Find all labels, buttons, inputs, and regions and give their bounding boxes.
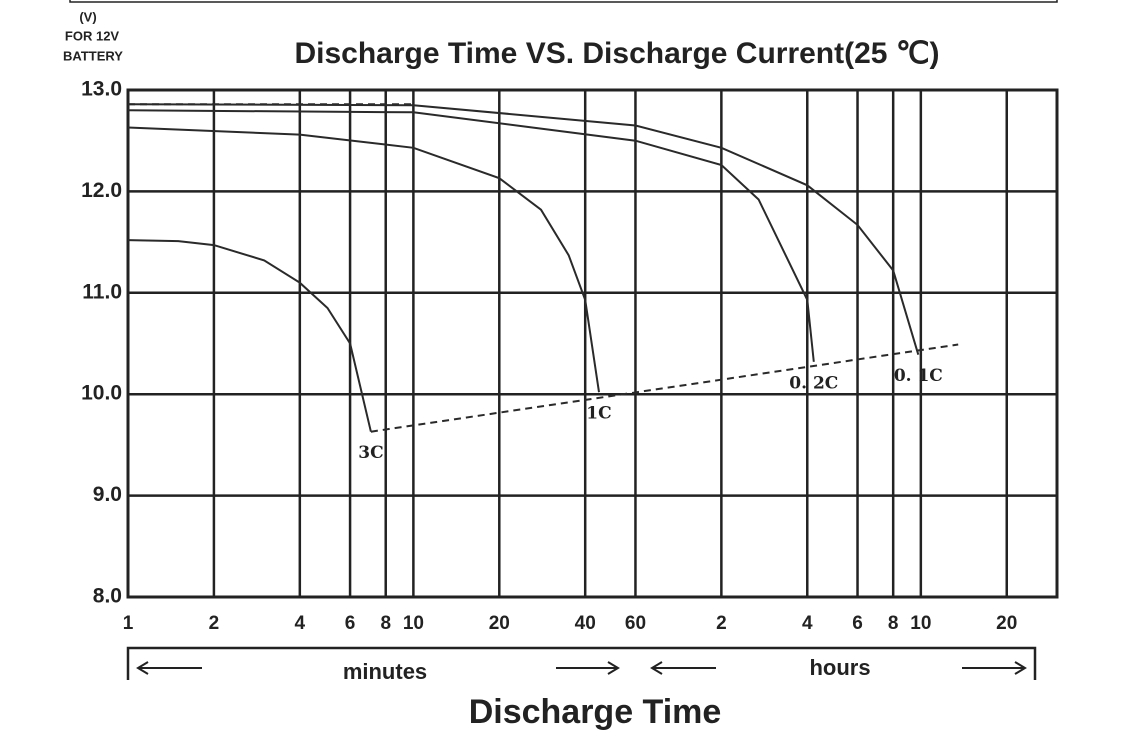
x-tick-label: 1 bbox=[123, 613, 134, 634]
y-tick-label: 8.0 bbox=[93, 585, 122, 608]
curve-label: 3C bbox=[358, 443, 383, 463]
y-tick-label: 12.0 bbox=[81, 179, 122, 202]
x-tick-label: 4 bbox=[802, 613, 813, 634]
y-label: FOR 12V bbox=[65, 28, 120, 43]
curve bbox=[127, 103, 920, 355]
x-tick-label: 60 bbox=[625, 613, 646, 634]
curve-label: 1C bbox=[586, 404, 611, 424]
x-tick-label: 6 bbox=[852, 613, 863, 634]
x-tick-label: 40 bbox=[575, 613, 596, 634]
x-tick-label: 2 bbox=[209, 613, 220, 634]
x-tick-label: 2 bbox=[716, 613, 727, 634]
x-axis-title: Discharge Time bbox=[469, 693, 722, 731]
dashed-line bbox=[370, 343, 959, 433]
arrows bbox=[136, 661, 1027, 675]
curve bbox=[127, 126, 600, 393]
y-tick-label: 10.0 bbox=[81, 382, 122, 405]
curve bbox=[127, 239, 372, 432]
x-unit: minutes bbox=[343, 659, 427, 684]
plot-border bbox=[126, 88, 1059, 599]
x-tick-label: 8 bbox=[888, 613, 899, 634]
x-tick-label: 10 bbox=[403, 613, 424, 634]
y-tick-label: 11.0 bbox=[82, 280, 122, 303]
x-tick-label: 20 bbox=[489, 613, 510, 634]
bracket bbox=[126, 646, 1037, 680]
x-tick-label: 6 bbox=[345, 613, 356, 634]
y-tick-label: 13.0 bbox=[81, 78, 122, 101]
curve bbox=[127, 109, 815, 362]
frame-edge bbox=[69, 0, 1058, 3]
x-tick-label: 20 bbox=[996, 613, 1017, 634]
y-label: (V) bbox=[79, 9, 96, 24]
chart-title: Discharge Time VS. Discharge Current(25 … bbox=[294, 37, 939, 70]
y-label: BATTERY bbox=[63, 48, 123, 63]
y-tick-label: 9.0 bbox=[93, 483, 122, 506]
curve-label: 0. 2C bbox=[789, 373, 838, 393]
curve-label: 0. 1C bbox=[894, 366, 943, 386]
x-tick-label: 8 bbox=[380, 613, 391, 634]
x-tick-label: 4 bbox=[295, 613, 306, 634]
x-tick-label: 10 bbox=[910, 613, 931, 634]
x-unit: hours bbox=[809, 655, 870, 680]
